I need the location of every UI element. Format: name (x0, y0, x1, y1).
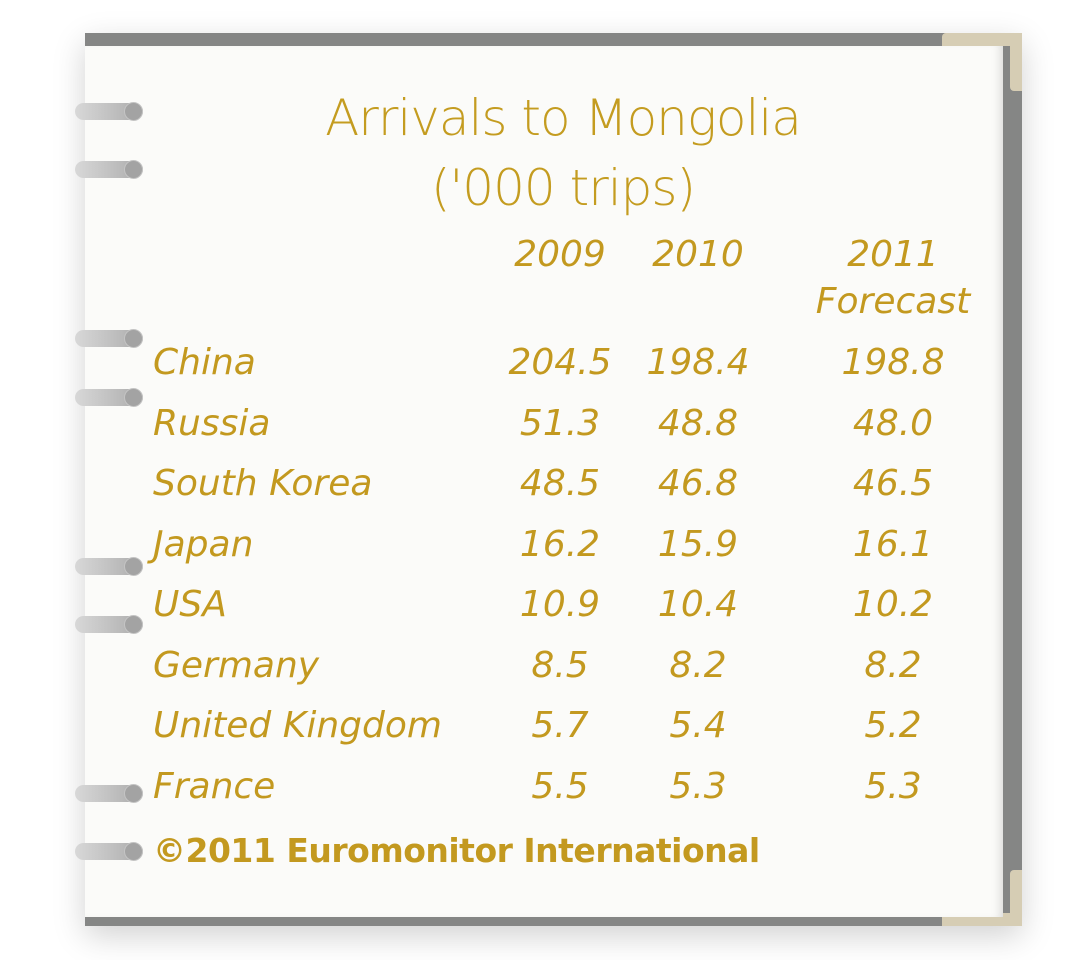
binder-ring-icon (75, 160, 143, 179)
column-header-2010: 2010 (652, 234, 744, 275)
table-cell-2011: 16.1 (852, 523, 934, 565)
chart-subtitle: ('000 trips) (431, 159, 696, 217)
column-header-2009: 2009 (514, 234, 606, 275)
table-cell-2010: 46.8 (657, 463, 739, 504)
table-cell-2011: 5.3 (864, 765, 922, 807)
corner-bottom-right-side (1010, 870, 1022, 926)
table-cell-2011: 10.2 (852, 584, 934, 625)
table-cell-2010: 5.3 (669, 765, 727, 807)
table-cell-2009: 5.7 (531, 705, 589, 746)
corner-top-right (942, 33, 1022, 46)
table-cell-2010: 5.4 (669, 705, 727, 746)
table-cell-2010: 10.4 (657, 584, 739, 625)
binder-ring-icon (75, 784, 143, 803)
chart-title: Arrivals to Mongolia (325, 89, 802, 147)
column-header-2011: 2011 (847, 234, 939, 275)
binder-ring-icon (75, 615, 143, 634)
table-cell-2011: 198.8 (841, 342, 945, 383)
row-label: France (153, 765, 276, 807)
table-cell-2009: 48.5 (519, 463, 601, 504)
corner-top-right-side (1010, 33, 1022, 91)
binder-ring-icon (75, 102, 143, 121)
table-cell-2011: 8.2 (864, 644, 922, 686)
table-cell-2009: 10.9 (519, 584, 601, 625)
table-cell-2011: 48.0 (852, 402, 934, 444)
table-cell-2010: 48.8 (657, 402, 739, 444)
column-subheader-forecast: Forecast (815, 281, 971, 322)
row-label: USA (153, 584, 227, 625)
row-label: China (153, 342, 256, 383)
table-cell-2009: 16.2 (519, 523, 601, 565)
table-cell-2011: 5.2 (864, 705, 922, 746)
binder-ring-icon (75, 388, 143, 407)
binder-ring-icon (75, 842, 143, 861)
table-cell-2009: 8.5 (531, 644, 589, 686)
table-cell-2009: 51.3 (519, 402, 601, 444)
binder-ring-icon (75, 557, 143, 576)
table-cell-2009: 204.5 (508, 342, 612, 383)
source-note: ©2011 Euromonitor International (153, 831, 760, 870)
row-label: South Korea (153, 463, 373, 504)
table-cell-2011: 46.5 (852, 463, 934, 504)
row-label: Japan (153, 523, 254, 565)
row-label: Germany (153, 644, 320, 686)
row-label: Russia (153, 402, 271, 444)
table-cell-2010: 198.4 (646, 342, 750, 383)
notebook-page (85, 46, 1003, 917)
table-cell-2010: 8.2 (669, 644, 727, 686)
table-cell-2009: 5.5 (531, 765, 589, 807)
row-label: United Kingdom (153, 705, 442, 746)
table-cell-2010: 15.9 (657, 523, 739, 565)
binder-ring-icon (75, 329, 143, 348)
